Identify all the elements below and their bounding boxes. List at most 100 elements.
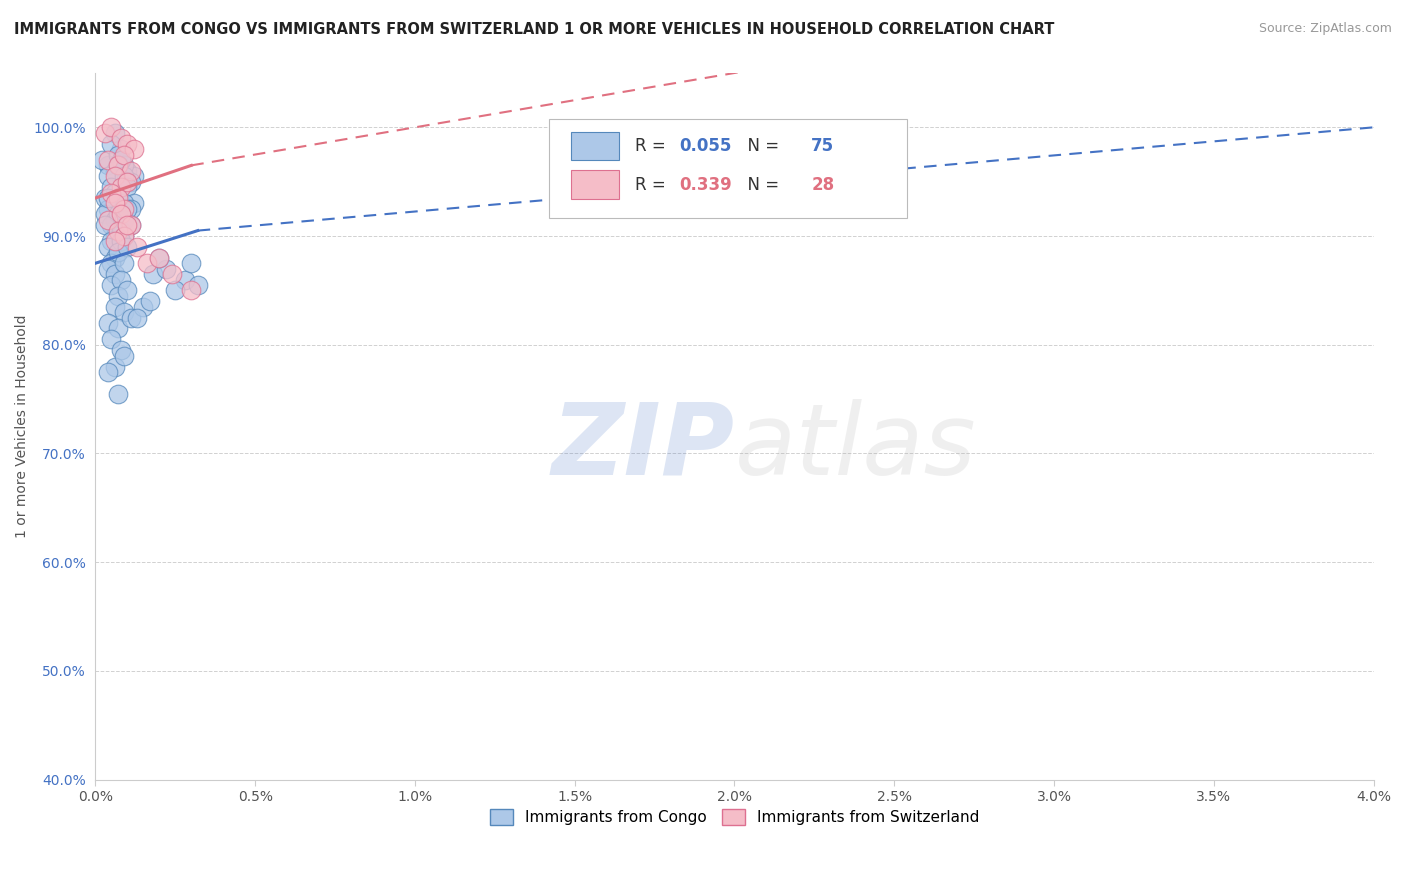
Point xyxy=(110,131,132,145)
Text: N =: N = xyxy=(737,136,785,155)
Point xyxy=(120,218,142,232)
Point xyxy=(107,207,129,221)
Point xyxy=(122,169,145,184)
Point xyxy=(94,218,117,232)
Text: 0.055: 0.055 xyxy=(679,136,733,155)
Point xyxy=(187,277,209,292)
Text: 28: 28 xyxy=(811,176,834,194)
FancyBboxPatch shape xyxy=(550,119,907,218)
Point xyxy=(107,158,129,172)
Point xyxy=(97,158,120,172)
Point xyxy=(107,386,129,401)
Point xyxy=(97,153,120,167)
Point xyxy=(104,212,127,227)
Point xyxy=(104,235,127,249)
Point xyxy=(112,229,135,244)
Point xyxy=(107,245,129,260)
Point xyxy=(160,267,183,281)
Point xyxy=(90,153,112,167)
Point xyxy=(180,256,202,270)
Point xyxy=(107,224,129,238)
Point xyxy=(180,284,202,298)
Point xyxy=(112,158,135,172)
Point xyxy=(97,316,120,330)
Point xyxy=(100,186,122,200)
Point xyxy=(104,300,127,314)
Point xyxy=(110,272,132,286)
Point xyxy=(135,256,157,270)
Point xyxy=(125,240,148,254)
Point xyxy=(125,310,148,325)
Point xyxy=(110,224,132,238)
Point xyxy=(107,321,129,335)
Point xyxy=(139,294,162,309)
Point xyxy=(122,196,145,211)
Point xyxy=(112,212,135,227)
Point xyxy=(120,218,142,232)
Text: IMMIGRANTS FROM CONGO VS IMMIGRANTS FROM SWITZERLAND 1 OR MORE VEHICLES IN HOUSE: IMMIGRANTS FROM CONGO VS IMMIGRANTS FROM… xyxy=(14,22,1054,37)
Point xyxy=(117,175,139,189)
Point xyxy=(112,147,135,161)
Point xyxy=(104,164,127,178)
Point xyxy=(155,261,177,276)
Point xyxy=(110,180,132,194)
Point xyxy=(112,229,135,244)
Point xyxy=(104,126,127,140)
Point xyxy=(97,169,120,184)
Point xyxy=(110,196,132,211)
Bar xyxy=(571,132,620,160)
Point xyxy=(94,126,117,140)
Point xyxy=(120,175,142,189)
Point xyxy=(132,300,155,314)
Point xyxy=(112,305,135,319)
Point xyxy=(100,256,122,270)
Point xyxy=(100,235,122,249)
Point xyxy=(110,142,132,156)
Legend: Immigrants from Congo, Immigrants from Switzerland: Immigrants from Congo, Immigrants from S… xyxy=(489,809,980,825)
Point xyxy=(148,251,170,265)
Text: 0.339: 0.339 xyxy=(679,176,733,194)
Point xyxy=(110,153,132,167)
Point xyxy=(104,229,127,244)
Point xyxy=(104,196,127,211)
Point xyxy=(97,202,120,216)
Point xyxy=(104,267,127,281)
Point xyxy=(100,136,122,151)
Point xyxy=(97,365,120,379)
Point xyxy=(117,240,139,254)
Point xyxy=(117,202,139,216)
Point xyxy=(97,240,120,254)
Point xyxy=(100,180,122,194)
Point xyxy=(112,349,135,363)
Point xyxy=(174,272,197,286)
Bar xyxy=(571,170,620,199)
Point xyxy=(117,180,139,194)
Point xyxy=(110,235,132,249)
Point xyxy=(112,256,135,270)
Point xyxy=(117,218,139,232)
Point xyxy=(107,147,129,161)
Point xyxy=(120,310,142,325)
Point xyxy=(165,284,187,298)
Point xyxy=(100,277,122,292)
Point xyxy=(112,202,135,216)
Point xyxy=(97,191,120,205)
Text: 75: 75 xyxy=(811,136,834,155)
Point xyxy=(117,136,139,151)
Point xyxy=(142,267,165,281)
Point xyxy=(94,207,117,221)
Point xyxy=(122,142,145,156)
Point xyxy=(107,158,129,172)
Text: atlas: atlas xyxy=(734,399,976,496)
Point xyxy=(117,175,139,189)
Point xyxy=(100,218,122,232)
Point xyxy=(117,284,139,298)
Point xyxy=(120,202,142,216)
Text: ZIP: ZIP xyxy=(551,399,734,496)
Point xyxy=(107,245,129,260)
Point xyxy=(107,191,129,205)
Point xyxy=(117,164,139,178)
Point xyxy=(104,186,127,200)
Point xyxy=(112,196,135,211)
Point xyxy=(104,251,127,265)
